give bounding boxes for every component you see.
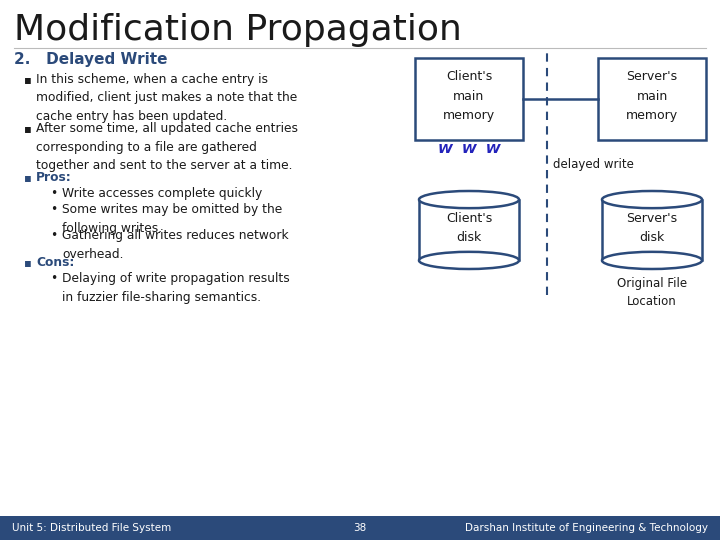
FancyBboxPatch shape bbox=[419, 200, 519, 260]
Text: •: • bbox=[50, 187, 58, 200]
Text: 38: 38 bbox=[354, 523, 366, 533]
Text: ▪: ▪ bbox=[24, 122, 32, 135]
Text: Some writes may be omitted by the
following writes.: Some writes may be omitted by the follow… bbox=[62, 203, 282, 235]
Text: Gathering all writes reduces network
overhead.: Gathering all writes reduces network ove… bbox=[62, 229, 289, 261]
Text: Pros:: Pros: bbox=[36, 171, 72, 184]
Text: Unit 5: Distributed File System: Unit 5: Distributed File System bbox=[12, 523, 171, 533]
Text: ▪: ▪ bbox=[24, 256, 32, 269]
Text: •: • bbox=[50, 272, 58, 285]
Text: Client's
disk: Client's disk bbox=[446, 212, 492, 244]
Ellipse shape bbox=[602, 252, 702, 269]
Text: In this scheme, when a cache entry is
modified, client just makes a note that th: In this scheme, when a cache entry is mo… bbox=[36, 73, 297, 123]
Ellipse shape bbox=[602, 191, 702, 208]
FancyBboxPatch shape bbox=[602, 200, 702, 260]
Text: •: • bbox=[50, 229, 58, 242]
Text: Darshan Institute of Engineering & Technology: Darshan Institute of Engineering & Techn… bbox=[465, 523, 708, 533]
Ellipse shape bbox=[419, 191, 519, 208]
Text: Server's
disk: Server's disk bbox=[626, 212, 678, 244]
Ellipse shape bbox=[419, 252, 519, 269]
Text: Modification Propagation: Modification Propagation bbox=[14, 13, 462, 47]
Text: ▪: ▪ bbox=[24, 73, 32, 86]
FancyBboxPatch shape bbox=[415, 58, 523, 140]
Text: Delaying of write propagation results
in fuzzier file-sharing semantics.: Delaying of write propagation results in… bbox=[62, 272, 289, 304]
Text: ▪: ▪ bbox=[24, 171, 32, 184]
Text: •: • bbox=[50, 203, 58, 216]
Text: After some time, all updated cache entries
corresponding to a file are gathered
: After some time, all updated cache entri… bbox=[36, 122, 298, 172]
Text: W  W  W: W W W bbox=[438, 143, 500, 156]
Text: 2.   Delayed Write: 2. Delayed Write bbox=[14, 52, 168, 67]
Text: Write accesses complete quickly: Write accesses complete quickly bbox=[62, 187, 262, 200]
Text: delayed write: delayed write bbox=[553, 158, 634, 171]
Text: Server's
main
memory: Server's main memory bbox=[626, 71, 678, 122]
FancyBboxPatch shape bbox=[598, 58, 706, 140]
Text: Original File
Location: Original File Location bbox=[617, 277, 687, 308]
FancyBboxPatch shape bbox=[0, 516, 720, 540]
Text: Client's
main
memory: Client's main memory bbox=[443, 71, 495, 122]
Text: Cons:: Cons: bbox=[36, 256, 74, 269]
